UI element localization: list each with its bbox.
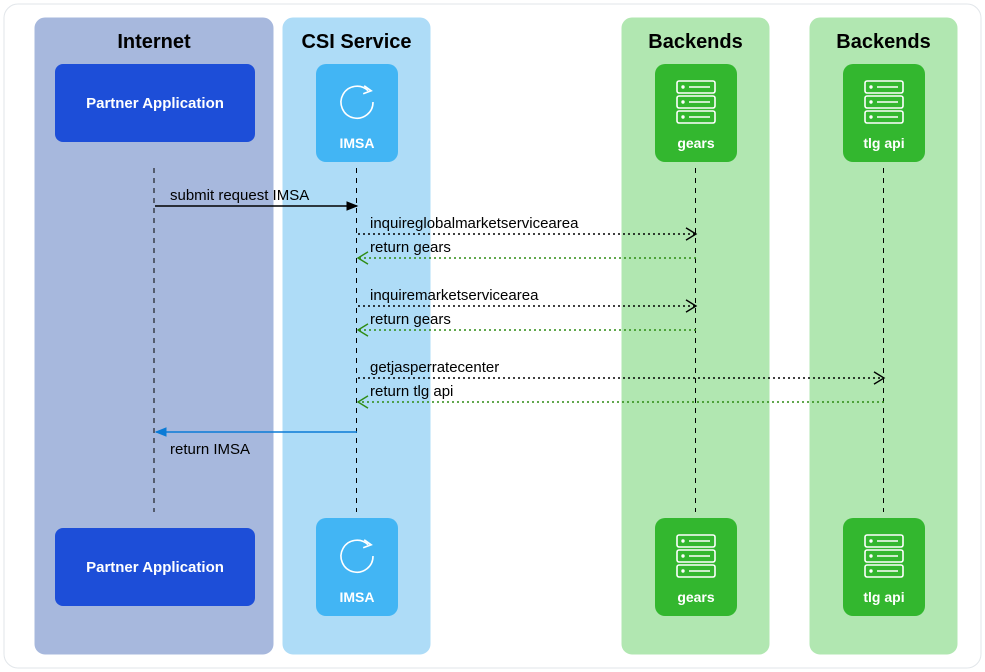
server-icon bbox=[865, 535, 903, 577]
message-label-m7: return tlg api bbox=[370, 383, 453, 400]
node-label-partner_top: Partner Application bbox=[86, 95, 224, 112]
node-imsa_top: IMSA bbox=[316, 64, 398, 162]
lane-title-be1: Backends bbox=[648, 31, 743, 53]
node-label-gears_top: gears bbox=[677, 135, 715, 151]
node-tlg_top: tlg api bbox=[843, 64, 925, 162]
server-icon bbox=[677, 535, 715, 577]
node-label-imsa_bottom: IMSA bbox=[340, 589, 375, 605]
server-icon bbox=[865, 81, 903, 123]
message-label-m5: return gears bbox=[370, 311, 451, 328]
message-label-m1: submit request IMSA bbox=[170, 187, 309, 204]
message-label-m2: inquireglobalmarketservicearea bbox=[370, 215, 579, 232]
node-gears_top: gears bbox=[655, 64, 737, 162]
node-partner_bottom: Partner Application bbox=[55, 528, 255, 606]
message-label-m8: return IMSA bbox=[170, 441, 250, 458]
node-label-tlg_top: tlg api bbox=[863, 135, 904, 151]
node-imsa_bottom: IMSA bbox=[316, 518, 398, 616]
lane-title-csi: CSI Service bbox=[301, 31, 411, 53]
node-label-tlg_bottom: tlg api bbox=[863, 589, 904, 605]
node-tlg_bottom: tlg api bbox=[843, 518, 925, 616]
sequence-diagram-svg: Internet CSI Service Backends Backends Partn… bbox=[0, 0, 985, 672]
diagram-root: Internet CSI Service Backends Backends Partn… bbox=[0, 0, 985, 672]
server-icon bbox=[677, 81, 715, 123]
lane-title-be2: Backends bbox=[836, 31, 931, 53]
message-label-m6: getjasperratecenter bbox=[370, 359, 499, 376]
lane-title-internet: Internet bbox=[117, 31, 191, 53]
node-label-gears_bottom: gears bbox=[677, 589, 715, 605]
node-label-partner_bottom: Partner Application bbox=[86, 559, 224, 576]
node-partner_top: Partner Application bbox=[55, 64, 255, 142]
node-gears_bottom: gears bbox=[655, 518, 737, 616]
message-label-m3: return gears bbox=[370, 239, 451, 256]
node-label-imsa_top: IMSA bbox=[340, 135, 375, 151]
message-label-m4: inquiremarketservicearea bbox=[370, 287, 539, 304]
